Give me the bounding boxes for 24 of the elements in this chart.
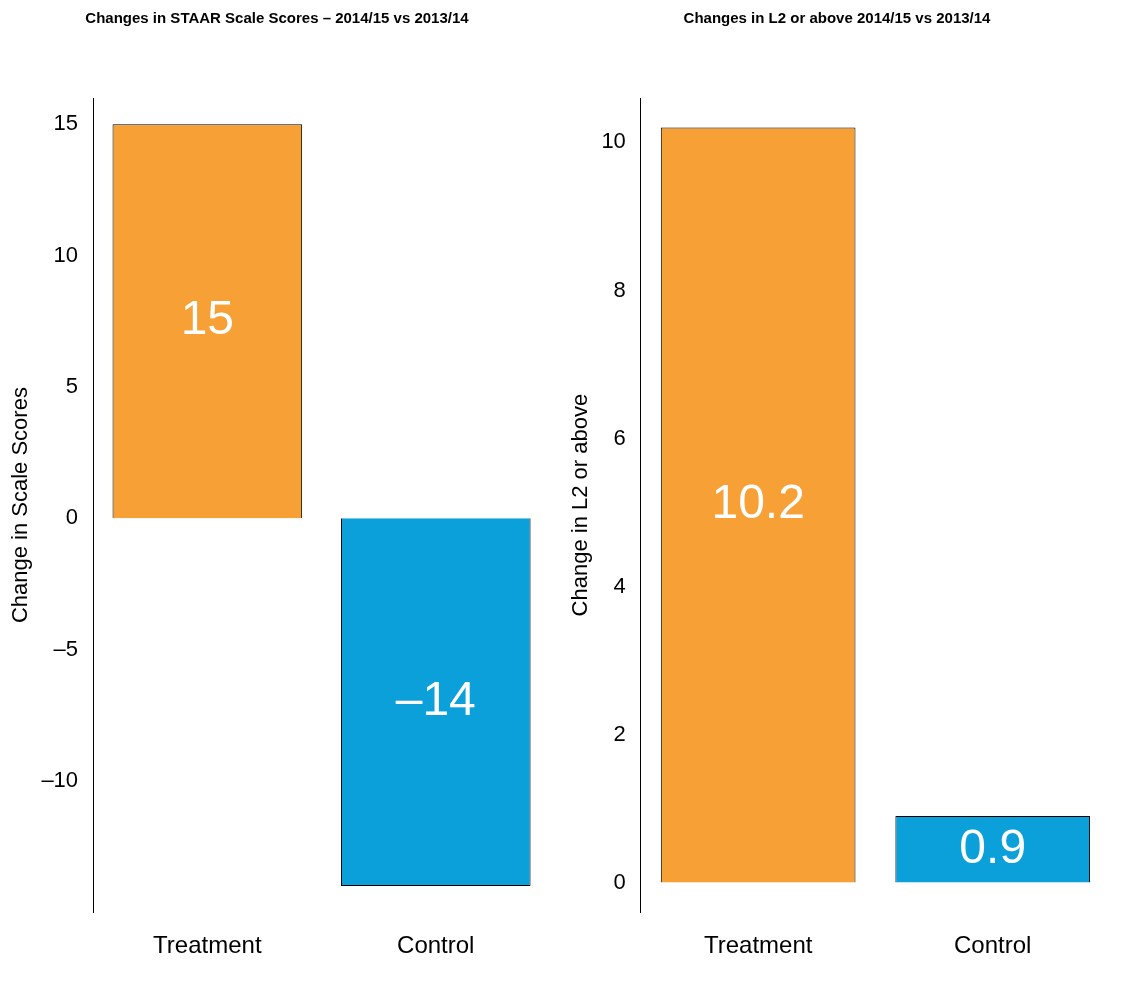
y-tick-label: –10 <box>41 766 79 792</box>
y-tick-label: 4 <box>613 572 626 598</box>
data-label: –14 <box>395 672 476 726</box>
x-tick-label: Treatment <box>153 931 262 959</box>
data-label: 10.2 <box>711 475 805 529</box>
y-tick-label: 0 <box>613 868 626 894</box>
y-tick-label: 10 <box>53 241 79 267</box>
chart-title: Changes in STAAR Scale Scores – 2014/15 vs 2013/14 <box>85 9 470 27</box>
data-label: 15 <box>180 291 235 345</box>
y-tick-label: 6 <box>613 424 626 450</box>
y-tick-label: 15 <box>53 110 79 136</box>
x-tick-label: Control <box>397 931 475 959</box>
y-tick-label: 2 <box>613 720 626 746</box>
y-tick-label: –5 <box>53 635 79 661</box>
x-tick-label: Treatment <box>703 931 813 959</box>
y-tick-label: 5 <box>65 372 79 398</box>
y-tick-label: 10 <box>601 128 626 154</box>
data-label: 0.9 <box>959 819 1027 873</box>
y-tick-label: 0 <box>65 504 79 530</box>
y-axis-title: Change in L2 or above <box>567 393 593 617</box>
y-tick-label: 8 <box>613 276 626 302</box>
y-axis-title: Change in Scale Scores <box>7 387 33 624</box>
chart-title: Changes in L2 or above 2014/15 vs 2013/14 <box>683 9 992 27</box>
x-tick-label: Control <box>954 931 1032 959</box>
